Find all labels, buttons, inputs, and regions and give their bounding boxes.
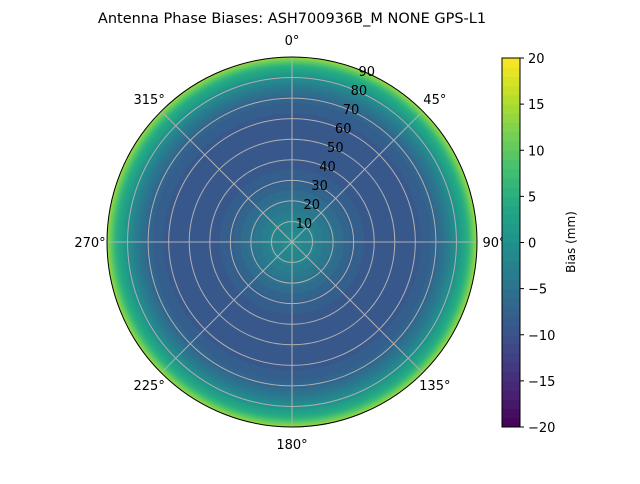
colorbar-tick-label: −10: [528, 329, 555, 344]
colorbar-segment: [502, 334, 520, 345]
colorbar-segment: [502, 76, 520, 87]
colorbar-segment: [502, 187, 520, 197]
colorbar-segment: [502, 260, 520, 271]
colorbar-segment: [502, 196, 520, 207]
r-tick-label: 10: [296, 217, 313, 232]
theta-tick-label: 0°: [285, 34, 300, 49]
colorbar-segment: [502, 353, 520, 363]
colorbar-segment: [502, 307, 520, 317]
theta-gridline: [160, 110, 293, 243]
theta-tick-label: 135°: [419, 379, 450, 394]
colorbar-segment: [502, 242, 520, 253]
colorbar-tick-label: 10: [528, 144, 545, 159]
colorbar-segment: [502, 288, 520, 299]
colorbar-segment: [502, 205, 520, 216]
colorbar-segment: [502, 390, 520, 400]
r-tick-label: 70: [343, 103, 360, 118]
colorbar-segment: [502, 150, 520, 160]
colorbar-segment: [502, 224, 520, 234]
colorbar-segment: [502, 399, 520, 410]
polar-grid: [107, 57, 477, 427]
colorbar-tick-label: 15: [528, 98, 545, 113]
theta-gridline: [291, 110, 424, 243]
colorbar-segment: [502, 362, 520, 373]
chart-title: Antenna Phase Biases: ASH700936B_M NONE …: [98, 11, 486, 27]
theta-gridline: [160, 241, 293, 374]
colorbar-segment: [502, 270, 520, 280]
colorbar-tick-label: 20: [528, 52, 545, 67]
theta-tick-label: 180°: [276, 438, 307, 453]
colorbar-segment: [502, 141, 520, 151]
colorbar-segment: [502, 417, 520, 428]
colorbar-segment: [502, 159, 520, 170]
r-tick-label: 90: [359, 65, 376, 80]
colorbar-segment: [502, 279, 520, 290]
colorbar-segment: [502, 58, 520, 68]
colorbar-segment: [502, 67, 520, 77]
colorbar-segment: [502, 94, 520, 105]
theta-tick-label: 45°: [423, 93, 446, 108]
colorbar-segment: [502, 297, 520, 308]
theta-gridline: [291, 241, 424, 374]
colorbar-segment: [502, 371, 520, 382]
colorbar-tick-label: −5: [528, 283, 547, 298]
colorbar-segment: [502, 233, 520, 243]
colorbar-segment: [502, 325, 520, 336]
theta-tick-label: 90°: [482, 236, 505, 251]
colorbar-label: Bias (mm): [564, 211, 578, 273]
colorbar-tick-label: 0: [528, 237, 536, 252]
colorbar: 20 15 10 5 0 −5 −10 −15 −20: [501, 52, 555, 436]
colorbar-segment: [502, 214, 520, 225]
colorbar-segment: [502, 122, 520, 133]
colorbar-tick-label: −20: [528, 421, 555, 436]
colorbar-segment: [502, 408, 520, 419]
r-tick-label: 40: [319, 160, 336, 175]
polar-frame: [106, 56, 478, 428]
r-tick-label: 60: [335, 122, 352, 137]
colorbar-segment: [502, 177, 520, 188]
colorbar-segment: [502, 131, 520, 142]
theta-tick-label: 270°: [74, 236, 105, 251]
colorbar-tick-label: −15: [528, 375, 555, 390]
colorbar-tick-label: 5: [528, 190, 536, 205]
colorbar-segment: [502, 113, 520, 124]
colorbar-segment: [502, 104, 520, 114]
colorbar-segment: [502, 168, 520, 179]
theta-tick-label: 225°: [134, 379, 165, 394]
colorbar-segment: [502, 85, 520, 96]
theta-tick-label: 315°: [134, 93, 165, 108]
colorbar-segment: [502, 251, 520, 262]
r-tick-label: 20: [303, 198, 320, 213]
r-tick-label: 50: [327, 141, 344, 156]
colorbar-segment: [502, 316, 520, 327]
colorbar-segment: [502, 343, 520, 354]
r-tick-label: 80: [351, 84, 368, 99]
r-tick-label: 30: [311, 179, 328, 194]
colorbar-segment: [502, 380, 520, 391]
